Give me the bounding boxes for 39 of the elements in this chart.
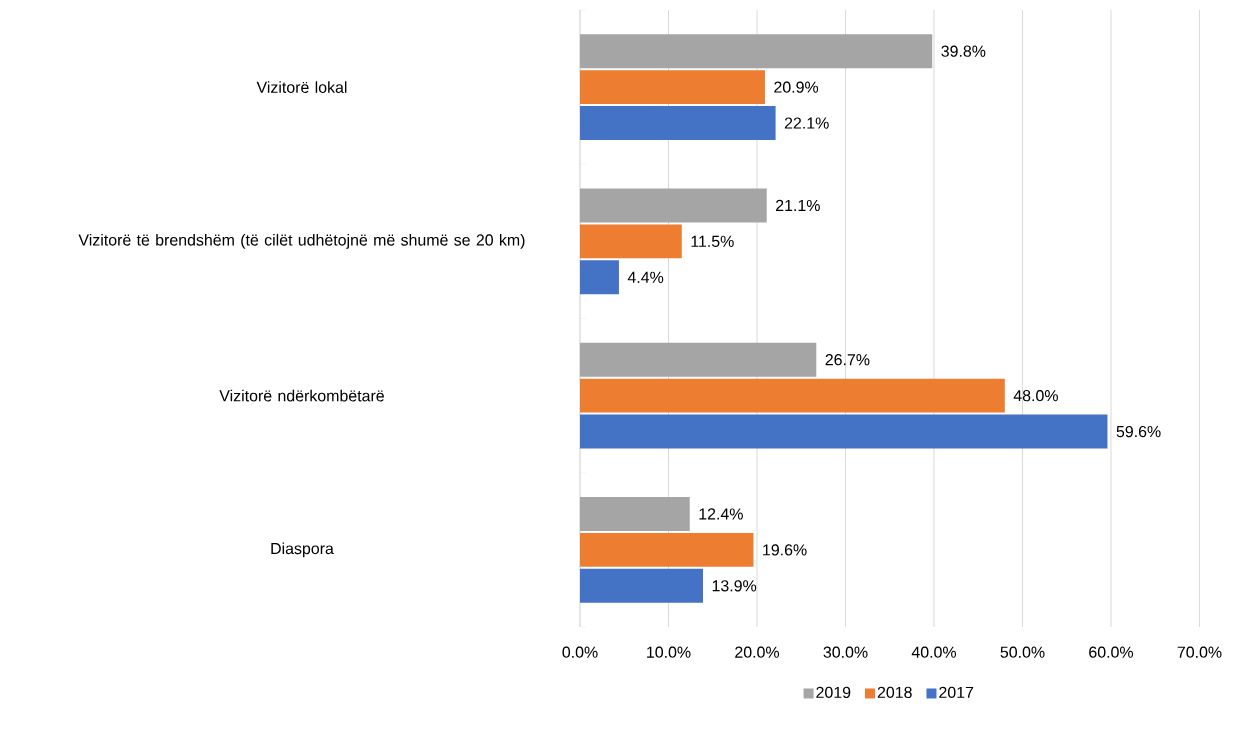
bar [580,414,1108,449]
y-tick-label: Diaspora [271,542,334,558]
data-label: 19.6% [763,544,807,556]
bar [580,378,1005,413]
y-tick-label: Vizitorë të brendshëm (të cilët udhëtojnë më shumë se 20 km) [78,233,525,249]
legend-label: 2019 [816,686,851,699]
data-label: 39.8% [941,45,986,57]
data-label: 22.1% [784,117,829,129]
data-label: 21.1% [776,199,820,212]
data-label: 11.5% [691,235,734,247]
legend-label: 2018 [877,686,912,699]
x-tick-label: 30.0% [823,646,868,658]
data-label: 20.9% [774,81,819,93]
bar [580,260,619,295]
legend-label: 2017 [939,686,974,699]
bar [580,188,767,223]
bar [580,496,690,531]
bar [580,568,704,603]
data-label: 13.9% [712,580,757,592]
data-label: 59.6% [1116,425,1161,438]
x-tick-label: 20.0% [735,646,780,658]
x-tick-label: 40.0% [911,646,957,658]
y-tick-label: Vizitorë ndërkombëtarë [219,389,384,402]
x-tick-label: 10.0% [647,646,691,658]
data-label: 12.4% [699,508,743,520]
bar [580,224,682,259]
data-label: 26.7% [825,354,870,366]
x-tick-label: 70.0% [1177,646,1222,658]
x-tick-label: 50.0% [1000,646,1045,658]
bar [580,34,933,69]
x-tick-label: 0.0% [562,646,598,658]
data-label: 4.4% [627,271,664,283]
data-label: 48.0% [1013,389,1058,402]
bar [580,532,754,567]
y-tick-label: Vizitorë lokal [256,81,347,93]
bar [580,70,765,105]
x-tick-label: 60.0% [1089,646,1134,658]
bar [580,342,817,377]
bar [580,106,776,141]
